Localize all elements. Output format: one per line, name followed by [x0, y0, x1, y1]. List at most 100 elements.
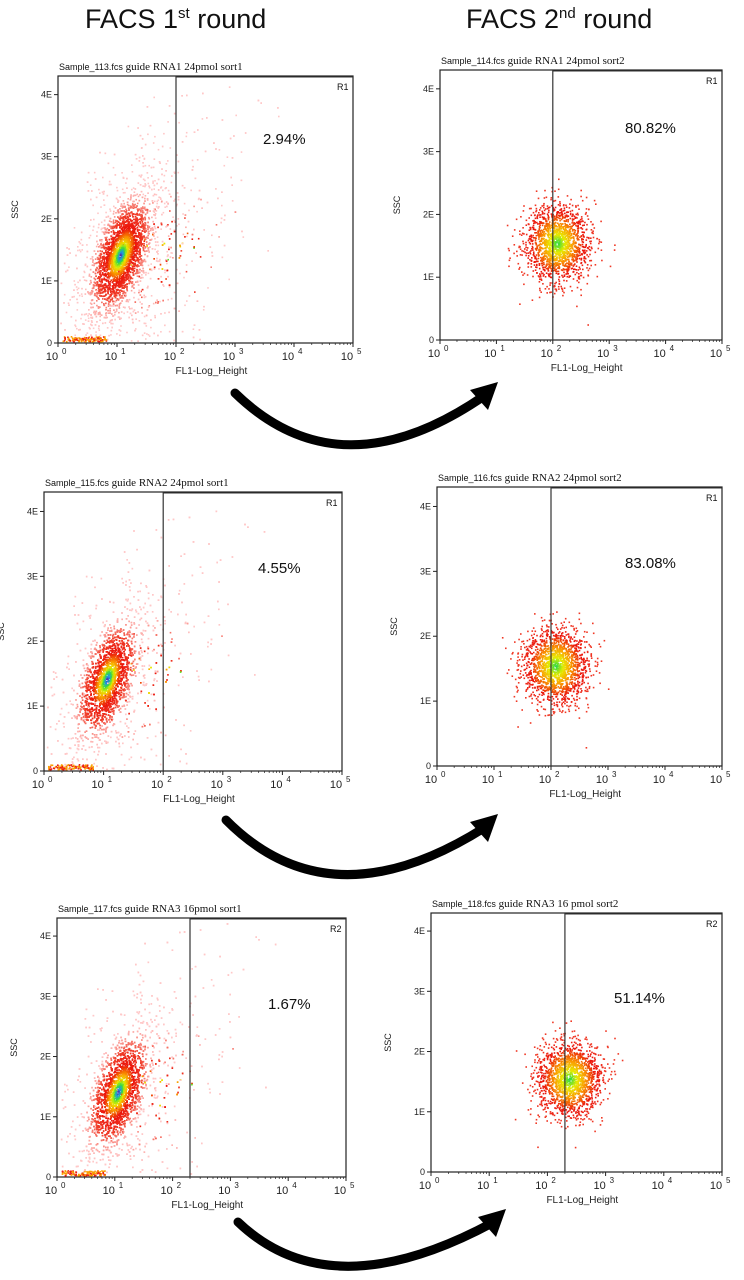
point	[96, 262, 98, 264]
point	[136, 214, 139, 216]
point	[165, 170, 167, 172]
point	[83, 270, 85, 273]
point	[218, 236, 220, 238]
point	[165, 226, 167, 228]
point	[135, 281, 137, 283]
point	[79, 328, 81, 331]
point	[181, 141, 184, 143]
point	[149, 277, 152, 280]
point	[109, 217, 112, 220]
point	[112, 286, 114, 288]
point	[79, 279, 81, 282]
point	[151, 228, 154, 230]
point	[144, 295, 147, 298]
point	[177, 160, 180, 163]
point	[119, 227, 122, 229]
point	[119, 231, 122, 233]
point	[131, 307, 133, 310]
point	[97, 271, 99, 274]
point	[140, 176, 142, 178]
point	[184, 236, 186, 238]
point	[131, 188, 133, 191]
point	[108, 256, 111, 259]
point	[126, 265, 129, 268]
point	[110, 279, 112, 281]
point	[110, 270, 112, 273]
point	[89, 302, 92, 304]
point	[144, 143, 147, 146]
point	[95, 253, 97, 255]
point	[118, 278, 121, 281]
point	[118, 251, 120, 254]
point	[102, 322, 104, 325]
point	[101, 260, 103, 262]
point	[104, 263, 107, 265]
point	[113, 309, 115, 311]
point	[121, 265, 123, 268]
point	[177, 196, 180, 198]
point	[136, 257, 139, 260]
point	[133, 191, 136, 193]
point	[142, 162, 144, 164]
point	[136, 268, 138, 271]
point	[100, 246, 103, 249]
point	[161, 168, 163, 170]
point	[131, 214, 134, 216]
point	[150, 238, 153, 241]
point	[81, 287, 83, 290]
point	[93, 302, 96, 305]
point	[78, 249, 81, 251]
point	[145, 274, 147, 276]
point	[139, 249, 141, 251]
point	[134, 194, 137, 197]
point	[172, 216, 174, 218]
point	[101, 227, 103, 230]
point	[105, 286, 108, 288]
point	[93, 218, 95, 221]
point	[126, 285, 128, 288]
point	[221, 191, 223, 193]
point	[94, 258, 97, 260]
point	[167, 121, 169, 123]
point	[139, 256, 141, 258]
point	[77, 281, 79, 284]
point	[142, 246, 144, 249]
point	[126, 273, 129, 276]
point	[128, 209, 130, 211]
point	[103, 303, 105, 305]
point	[123, 312, 125, 315]
point	[152, 180, 154, 183]
point	[179, 244, 181, 247]
point	[102, 246, 104, 249]
point	[99, 239, 101, 241]
point	[120, 256, 123, 259]
point	[152, 229, 154, 231]
point	[108, 266, 111, 269]
point	[149, 124, 152, 127]
point	[130, 246, 133, 248]
point	[122, 233, 124, 235]
point	[122, 297, 125, 299]
point	[146, 250, 148, 252]
point	[132, 222, 134, 225]
point	[183, 276, 185, 279]
point	[65, 270, 67, 273]
point	[143, 158, 146, 160]
point	[127, 271, 129, 274]
point	[153, 188, 155, 190]
point	[95, 331, 97, 333]
point	[128, 259, 130, 261]
point	[138, 213, 141, 215]
point	[169, 228, 172, 230]
point	[112, 252, 114, 255]
point	[131, 277, 134, 280]
point	[168, 248, 170, 251]
point	[126, 251, 129, 254]
point	[124, 235, 127, 238]
point	[125, 209, 128, 212]
point	[128, 298, 131, 301]
point	[113, 272, 116, 275]
point	[133, 248, 136, 250]
point	[191, 238, 194, 240]
point	[144, 226, 146, 229]
